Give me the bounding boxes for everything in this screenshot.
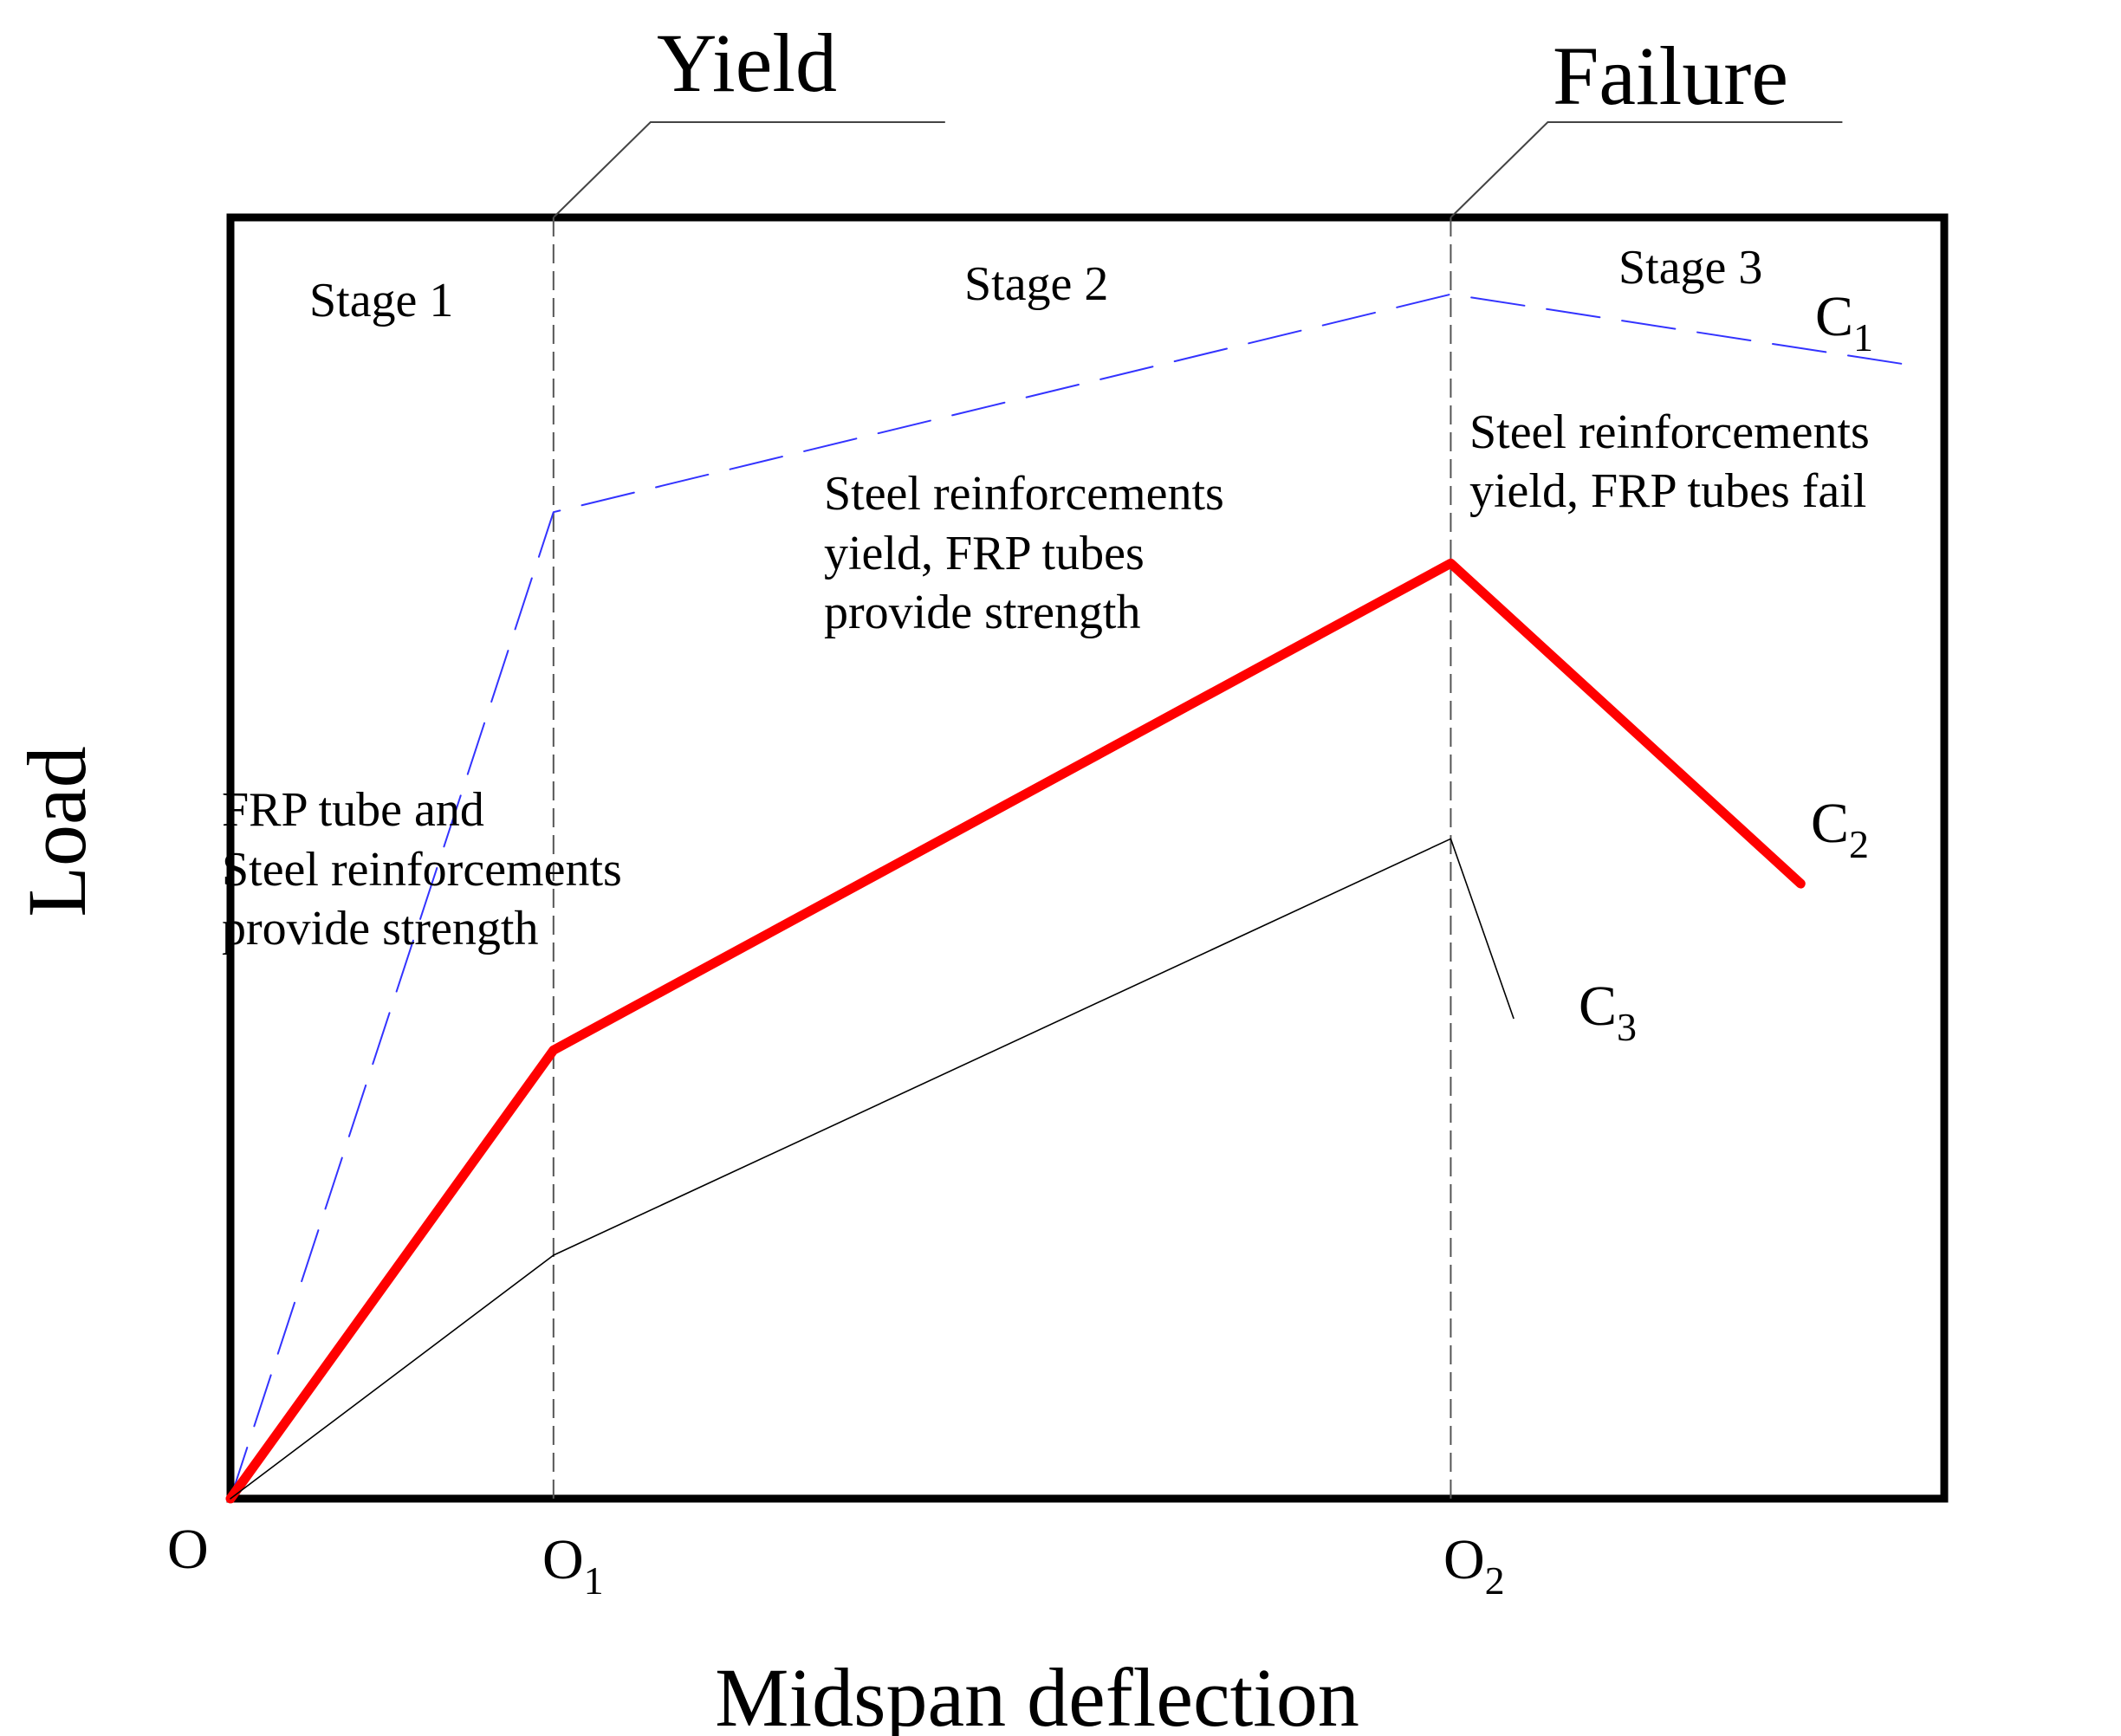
x-tick-o2-sub: 2 — [1485, 1558, 1505, 1603]
stage-2-desc-line: Steel reinforcements — [824, 467, 1224, 521]
x-tick-o2: O2 — [1443, 1528, 1505, 1603]
stage-2-description: Steel reinforcements yield, FRP tubes pr… — [824, 467, 1236, 639]
x-tick-o1: O1 — [542, 1528, 604, 1603]
stage-3-desc-line: yield, FRP tubes fail — [1469, 464, 1866, 518]
leader-line-2 — [1450, 121, 1843, 218]
x-tick-o1-base: O — [542, 1528, 584, 1591]
stage-2-desc-line: yield, FRP tubes — [824, 527, 1145, 580]
stage-1-description: FRP tube and Steel reinforcements provid… — [222, 783, 634, 955]
series-c1-sub: 1 — [1853, 315, 1873, 360]
series-c3-name: C — [1579, 975, 1617, 1038]
series-c3-label: C3 — [1579, 975, 1637, 1049]
series-c2-name: C — [1811, 792, 1849, 855]
stage-1-desc-line: Steel reinforcements — [222, 843, 622, 897]
stage-3-desc-line: Steel reinforcements — [1469, 405, 1870, 459]
plot-frame — [226, 213, 1949, 1503]
stage-2-desc-line: provide strength — [824, 586, 1140, 639]
series-line-c3 — [230, 838, 1515, 1500]
stage-2-label: Stage 2 — [964, 257, 1108, 311]
stage-3-description: Steel reinforcements yield, FRP tubes fa… — [1469, 405, 1882, 518]
stage-1-desc-line: provide strength — [222, 902, 538, 955]
yield-label: Yield — [657, 16, 837, 109]
stage-1-label: Stage 1 — [309, 274, 453, 327]
leader-line-1 — [553, 121, 945, 218]
stage-3-label: Stage 3 — [1618, 241, 1762, 295]
x-tick-o1-sub: 1 — [584, 1558, 604, 1603]
series-c2-sub: 2 — [1849, 822, 1869, 866]
series-line-c2 — [225, 558, 1806, 1504]
series-c1-label: C1 — [1815, 285, 1873, 360]
series-c1-name: C — [1815, 285, 1853, 348]
series-c3-sub: 3 — [1617, 1005, 1637, 1049]
series-c2-label: C2 — [1811, 792, 1869, 866]
stage-1-desc-line: FRP tube and — [222, 783, 484, 837]
series-line-c1 — [230, 293, 1910, 1500]
origin-label: O — [167, 1518, 209, 1581]
failure-label: Failure — [1553, 29, 1788, 122]
x-axis-title: Midspan deflection — [715, 1651, 1359, 1736]
y-axis-title: Load — [10, 746, 103, 917]
x-tick-o2-base: O — [1443, 1528, 1485, 1591]
